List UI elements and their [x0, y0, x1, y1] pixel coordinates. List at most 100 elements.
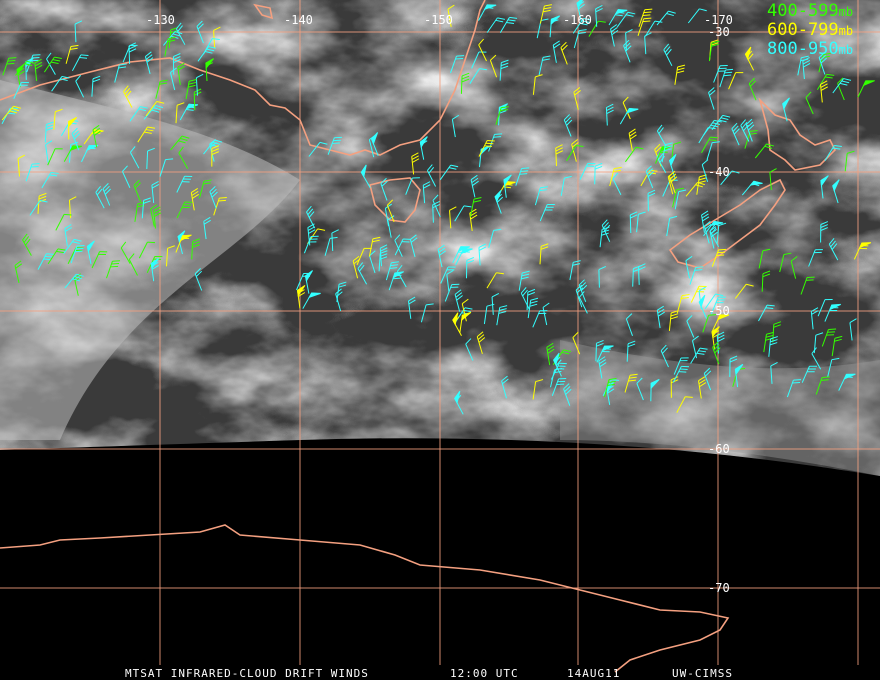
barb-tick: [647, 192, 656, 197]
legend-unit: mb: [839, 43, 853, 57]
wind-barb: [849, 318, 857, 341]
barb-staff: [763, 334, 767, 353]
barb-staff: [440, 266, 449, 284]
barb-tick: [34, 58, 42, 64]
wind-barb: [838, 373, 856, 391]
wind-barb: [384, 203, 393, 227]
barb-staff: [491, 296, 494, 315]
barb-tick: [696, 291, 705, 293]
barb-staff: [674, 191, 680, 210]
wind-barb: [801, 365, 818, 383]
barb-tick: [74, 249, 83, 252]
barb-staff: [368, 139, 375, 158]
wind-barb: [824, 144, 842, 162]
wind-barb: [552, 40, 561, 63]
barb-tick: [15, 263, 23, 269]
barb-tick: [656, 124, 663, 132]
barb-flag: [494, 189, 502, 203]
barb-tick: [307, 223, 315, 228]
wind-barb: [698, 286, 706, 309]
barb-tick: [822, 52, 831, 56]
wind-barb: [546, 342, 555, 366]
wind-barb: [133, 179, 142, 203]
barb-tick: [668, 174, 676, 180]
barb-tick: [500, 62, 509, 67]
barb-tick: [762, 248, 771, 252]
wind-barb: [566, 144, 584, 162]
wind-barb: [674, 189, 687, 210]
barb-tick: [657, 305, 664, 311]
wind-barb: [371, 132, 379, 156]
wind-barb: [153, 206, 162, 229]
wind-barb: [159, 158, 174, 177]
barb-tick: [208, 46, 217, 49]
wind-barb: [360, 164, 371, 189]
barb-staff: [460, 75, 463, 94]
barb-staff: [444, 284, 453, 302]
wind-barb: [470, 197, 482, 217]
wind-barb: [296, 285, 306, 309]
wind-barb: [486, 17, 505, 33]
barb-tick: [372, 239, 380, 243]
barb-staff: [813, 335, 817, 354]
barb-tick: [559, 362, 567, 365]
barb-tick: [145, 54, 153, 60]
barb-staff: [454, 205, 465, 222]
wind-barb: [709, 226, 718, 249]
wind-barb: [703, 220, 724, 237]
barb-tick: [642, 20, 651, 23]
barb-tick: [580, 284, 588, 291]
barb-tick: [542, 9, 551, 13]
barb-tick: [298, 292, 306, 297]
barb-staff: [331, 232, 334, 252]
barb-tick: [432, 194, 439, 201]
wind-barb: [150, 204, 158, 227]
wind-barb: [447, 4, 455, 27]
barb-staff: [828, 243, 839, 261]
barb-tick: [647, 171, 655, 178]
barb-tick: [699, 382, 707, 388]
barb-staff: [709, 230, 715, 249]
wind-barb: [716, 331, 725, 354]
barb-tick: [428, 166, 435, 174]
wind-barb: [172, 53, 181, 75]
wind-barb: [145, 101, 165, 117]
wind-barb: [13, 81, 29, 99]
barb-tick: [188, 84, 196, 88]
barb-tick: [493, 228, 502, 231]
wind-barb: [466, 256, 475, 279]
barb-tick: [720, 117, 729, 120]
barb-staff: [92, 129, 98, 148]
barb-tick: [493, 136, 502, 138]
barb-staff: [386, 205, 395, 223]
wind-barb: [386, 199, 395, 223]
wind-barb: [685, 181, 705, 197]
barb-tick: [209, 186, 216, 193]
barb-staff: [520, 292, 530, 310]
barb-tick: [447, 4, 455, 10]
barb-tick: [494, 133, 503, 135]
barb-tick: [636, 377, 643, 384]
wind-barb: [137, 126, 156, 143]
longitude-label: -150: [424, 13, 453, 27]
barb-tick: [685, 396, 693, 398]
barb-staff: [439, 164, 452, 181]
barb-tick: [22, 233, 28, 241]
wind-barb: [175, 102, 185, 124]
barb-tick: [472, 180, 479, 186]
barb-tick: [380, 244, 388, 249]
barb-tick: [625, 29, 633, 34]
barb-tick: [695, 184, 704, 188]
barb-tick: [607, 388, 615, 394]
barb-staff: [772, 324, 775, 343]
wind-barb: [623, 39, 632, 63]
barb-staff: [47, 248, 59, 265]
barb-tick: [578, 32, 586, 35]
barb-tick: [24, 63, 33, 67]
barb-tick: [717, 299, 725, 301]
wind-barb: [625, 29, 633, 51]
wind-barb: [122, 44, 138, 63]
barb-tick: [194, 268, 201, 275]
barb-tick: [79, 57, 88, 59]
barb-flag: [625, 108, 639, 114]
